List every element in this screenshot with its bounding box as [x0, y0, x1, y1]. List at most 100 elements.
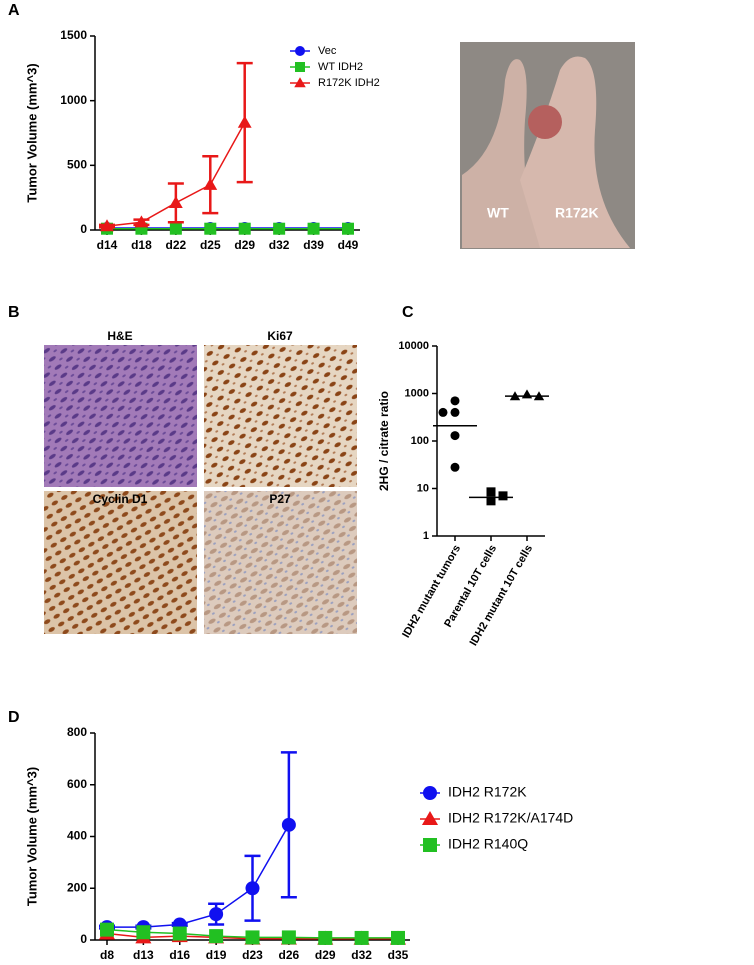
legend-marker [423, 838, 437, 852]
data-point [203, 177, 218, 190]
y-tick-label: 10000 [398, 340, 429, 352]
legend-label: R172K IDH2 [318, 77, 380, 89]
tumor [528, 105, 562, 139]
legend-marker [295, 62, 305, 72]
x-tick-label: d18 [131, 238, 152, 252]
histology: H&E Ki67 Cyclin D1 P27 [44, 329, 357, 634]
data-point [273, 222, 286, 235]
data-point [307, 222, 320, 235]
histology-image [204, 345, 357, 487]
histology-title: H&E [107, 329, 132, 343]
data-point [438, 407, 448, 417]
data-point [498, 491, 508, 501]
data-point [237, 115, 252, 128]
legend-marker [423, 786, 437, 800]
x-tick-label: d29 [234, 238, 255, 252]
y-tick-label: 400 [67, 829, 87, 843]
mouse-body [462, 59, 545, 248]
photo-label: R172K [555, 205, 599, 221]
x-tick-label: d23 [242, 948, 263, 962]
data-point [134, 215, 149, 228]
data-point [100, 219, 114, 232]
panel-label: B [8, 304, 20, 321]
y-tick-label: 1000 [405, 387, 429, 399]
panel-label: D [8, 709, 20, 726]
data-point [354, 930, 369, 945]
data-point [450, 431, 460, 441]
data-point [486, 487, 496, 497]
histology-title: P27 [269, 492, 291, 506]
data-point [521, 389, 533, 399]
legend-marker [421, 810, 439, 825]
mouse-photo: WT R172K [460, 42, 635, 249]
data-point [245, 881, 260, 896]
y-axis-label: Tumor Volume (mm^3) [24, 767, 39, 906]
histology-image [204, 491, 357, 634]
photo-label: WT [487, 205, 509, 221]
x-tick-label: d32 [269, 238, 290, 252]
panel-label: C [402, 304, 414, 321]
data-point [136, 925, 151, 940]
y-tick-label: 0 [80, 932, 87, 946]
data-point [245, 930, 260, 945]
y-axis-label: Tumor Volume (mm^3) [24, 63, 39, 202]
data-point [318, 930, 333, 945]
data-point [172, 926, 187, 941]
y-tick-label: 10 [417, 482, 429, 494]
data-point [450, 462, 460, 472]
x-tick-label: d35 [388, 948, 409, 962]
x-tick-label: d19 [206, 948, 227, 962]
x-tick-label: d25 [200, 238, 221, 252]
y-axis-label: 2HG / citrate ratio [377, 391, 391, 491]
x-tick-label: d39 [303, 238, 324, 252]
x-tick-label: d22 [166, 238, 187, 252]
histology-image [44, 345, 197, 487]
legend-marker [295, 46, 305, 56]
legend-label: IDH2 R172K [448, 784, 527, 800]
y-tick-label: 100 [411, 435, 429, 447]
y-tick-label: 500 [67, 158, 87, 172]
x-tick-label: d29 [315, 948, 336, 962]
legend-label: Vec [318, 45, 337, 57]
panel-label: A [8, 2, 20, 19]
legend-label: IDH2 R140Q [448, 836, 528, 852]
y-tick-label: 1000 [60, 93, 87, 107]
x-tick-label: d13 [133, 948, 154, 962]
data-point [238, 222, 251, 235]
legend-marker [294, 77, 306, 88]
data-point [209, 907, 224, 922]
data-point [450, 407, 460, 417]
data-point [169, 222, 182, 235]
y-tick-label: 600 [67, 777, 87, 791]
y-tick-label: 200 [67, 880, 87, 894]
legend-label: IDH2 R172K/A174D [448, 810, 573, 826]
x-tick-label: d14 [97, 238, 118, 252]
data-point [204, 222, 217, 235]
y-tick-label: 0 [80, 222, 87, 236]
data-point [281, 930, 296, 945]
series-line [107, 824, 290, 928]
data-point [342, 222, 354, 235]
y-tick-label: 800 [67, 725, 87, 739]
x-tick-label: d32 [351, 948, 372, 962]
histology-title: Cyclin D1 [93, 492, 148, 506]
x-tick-label: IDH2 mutant 10T cells [468, 543, 536, 648]
x-tick-label: d8 [100, 948, 114, 962]
legend-label: WT IDH2 [318, 61, 363, 73]
x-tick-label: d49 [338, 238, 359, 252]
data-point [100, 922, 114, 937]
x-tick-label: d26 [279, 948, 300, 962]
histology-image [44, 491, 197, 634]
data-point [281, 817, 296, 832]
y-tick-label: 1500 [60, 28, 87, 42]
histology-title: Ki67 [267, 329, 293, 343]
y-tick-label: 1 [423, 530, 429, 542]
data-point [450, 396, 460, 406]
data-point [209, 929, 224, 944]
data-point [391, 930, 405, 945]
mouse-body [520, 56, 630, 248]
data-point [168, 195, 183, 208]
data-point [486, 496, 496, 506]
